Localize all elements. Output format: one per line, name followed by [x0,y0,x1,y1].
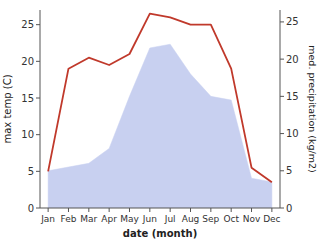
chart: 0 5 10 15 20 25 0 5 10 15 20 25 Jan FebMar AprMayJun Ju… [0,0,318,242]
y-tick [36,98,40,99]
y-tick [36,208,40,209]
x-tick-label: Aug [182,214,200,224]
x-tick [190,208,191,212]
y2-tick-label: 10 [286,128,299,139]
y2-tick [280,170,284,171]
x-tick-label: Dec [263,214,280,224]
y-tick [36,171,40,172]
x-tick [210,208,211,212]
x-tick-label: Jan [40,214,55,224]
x-tick [231,208,232,212]
x-tick [251,208,252,212]
precipitation-area [48,44,272,208]
temperature-line [48,14,272,183]
y-tick [36,61,40,62]
y-tick-label: 15 [21,93,34,104]
x-tick-label: Oct [223,214,239,224]
x-tick-label: Sep [202,214,219,224]
y-tick-label: 0 [28,203,34,214]
y-tick-label: 5 [28,166,34,177]
x-axis-title: date (month) [123,228,197,239]
y2-tick-label: 5 [286,165,292,176]
plot-area [48,14,272,208]
x-tick [271,208,272,212]
x-tick-label: Feb [61,214,77,224]
x-tick [68,208,69,212]
x-tick-label: Nov [243,214,261,224]
y-tick [36,134,40,135]
y2-tick-label: 15 [286,91,299,102]
y2-tick [280,96,284,97]
y-axis-title: max temp (C) [2,74,13,143]
x-tick [109,208,110,212]
y2-tick-label: 0 [286,203,292,214]
x-tick-label: Mar [80,214,97,224]
y-tick [36,24,40,25]
y2-tick [280,133,284,134]
x-tick [149,208,150,212]
y2-axis-line [280,10,281,208]
y2-tick [280,208,284,209]
y-tick-label: 20 [21,56,34,67]
x-tick-label: Jul [164,214,176,224]
x-tick-label: May [120,214,139,224]
y2-axis-title: med. precipitation (kg/m2) [307,45,318,172]
y-axis-line [40,10,41,208]
x-tick [48,208,49,212]
x-tick-label: Apr [101,214,117,224]
x-tick [129,208,130,212]
x-axis-line [40,208,280,209]
y2-tick-label: 20 [286,54,299,65]
y-tick-label: 25 [21,19,34,30]
y-tick-label: 10 [21,129,34,140]
x-tick-label: Jun [142,214,157,224]
y2-tick [280,59,284,60]
y2-tick [280,21,284,22]
y2-tick-label: 25 [286,16,299,27]
x-tick [88,208,89,212]
x-tick [170,208,171,212]
